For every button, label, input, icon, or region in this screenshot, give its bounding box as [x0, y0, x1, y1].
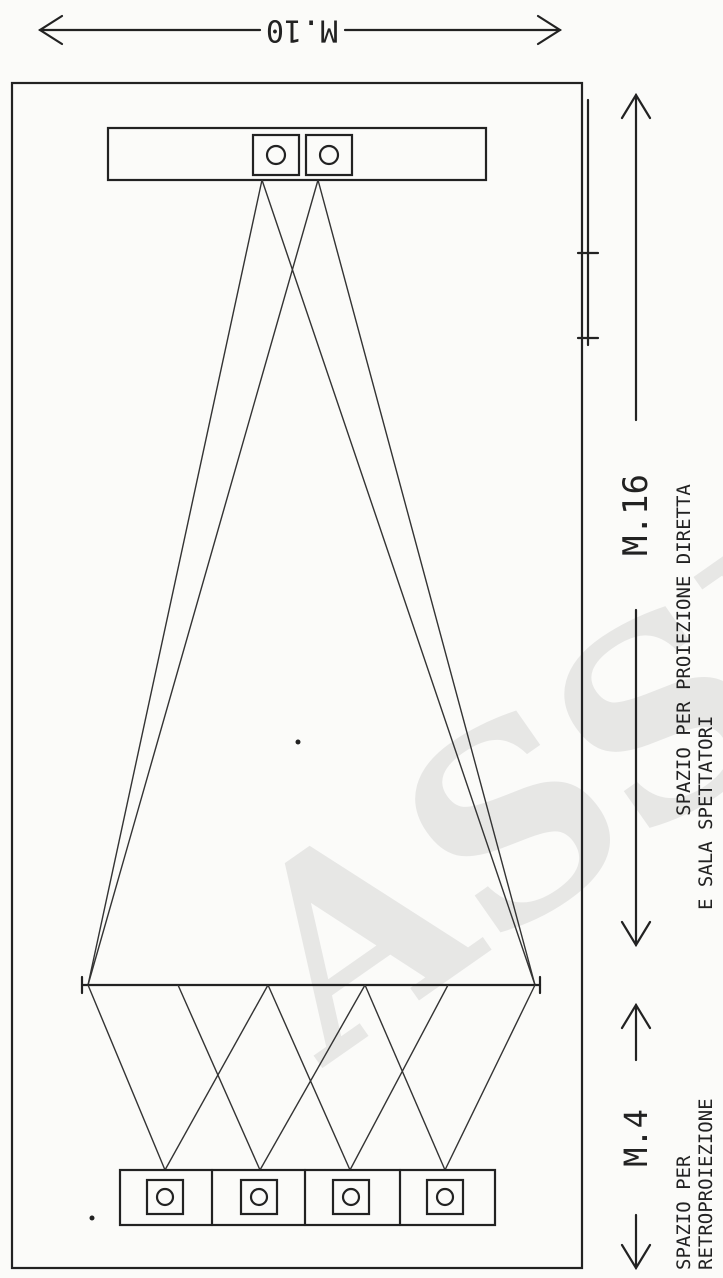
rear-note-line-2: RETROPROIEZIONE: [695, 1098, 717, 1270]
top-width-label: M.10: [266, 13, 338, 48]
pen-dot: [89, 1215, 95, 1221]
right-dimension-line: [576, 98, 600, 347]
rear-projection-note: SPAZIO PER RETROPROIEZIONE: [673, 1098, 717, 1270]
rear-projector-3: [331, 1178, 371, 1216]
room-outline: [10, 81, 584, 1270]
rear-projector-bank: [118, 1168, 497, 1227]
rear-length-dimension: M.4: [617, 1002, 655, 1271]
rear-note-line-1: SPAZIO PER: [673, 1155, 695, 1270]
pen-dot: [295, 739, 301, 745]
top-projector-left: [251, 133, 301, 177]
watermark-text: ASSPR: [181, 302, 723, 1120]
rear-projector-4: [425, 1178, 465, 1216]
rear-projection-beams: [87, 984, 536, 1171]
top-width-dimension: M.10: [37, 13, 563, 48]
direct-projection-beams: [87, 179, 536, 986]
projection-screen: [80, 975, 542, 995]
direct-note-line-1: SPAZIO PER PROIEZIONE DIRETTA: [673, 484, 695, 816]
direct-note-line-2: E SALA SPETTATORI: [695, 716, 717, 910]
top-projector-right: [304, 133, 354, 177]
rear-length-label: M.4: [617, 1109, 655, 1167]
top-projection-booth: [106, 126, 488, 182]
rear-projector-1: [145, 1178, 185, 1216]
rear-projector-2: [239, 1178, 279, 1216]
hall-length-dimension: M.16: [616, 92, 656, 948]
direct-projection-note: SPAZIO PER PROIEZIONE DIRETTA E SALA SPE…: [673, 484, 717, 910]
watermark: ASSPR: [181, 302, 723, 1120]
hall-length-label: M.16: [616, 474, 656, 556]
